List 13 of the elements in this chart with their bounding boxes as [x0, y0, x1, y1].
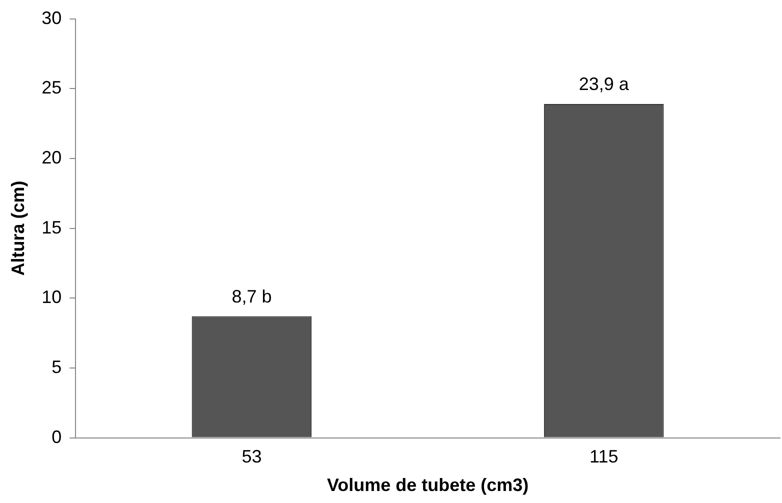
x-tick-label: 115	[590, 446, 618, 467]
x-tick-label: 53	[242, 446, 262, 467]
y-axis-title: Altura (cm)	[8, 180, 28, 276]
y-tick-label: 30	[42, 8, 62, 28]
data-label: 8,7 b	[232, 286, 272, 306]
y-tick-label: 25	[42, 78, 62, 98]
y-tick-label: 10	[42, 287, 62, 308]
y-tick-label: 15	[42, 217, 62, 238]
x-axis-title: Volume de tubete (cm3)	[326, 475, 529, 496]
y-tick-label: 0	[52, 426, 62, 447]
data-label: 23,9 a	[578, 74, 630, 94]
y-tick-label: 5	[52, 356, 62, 377]
y-tick-label: 20	[42, 147, 62, 168]
